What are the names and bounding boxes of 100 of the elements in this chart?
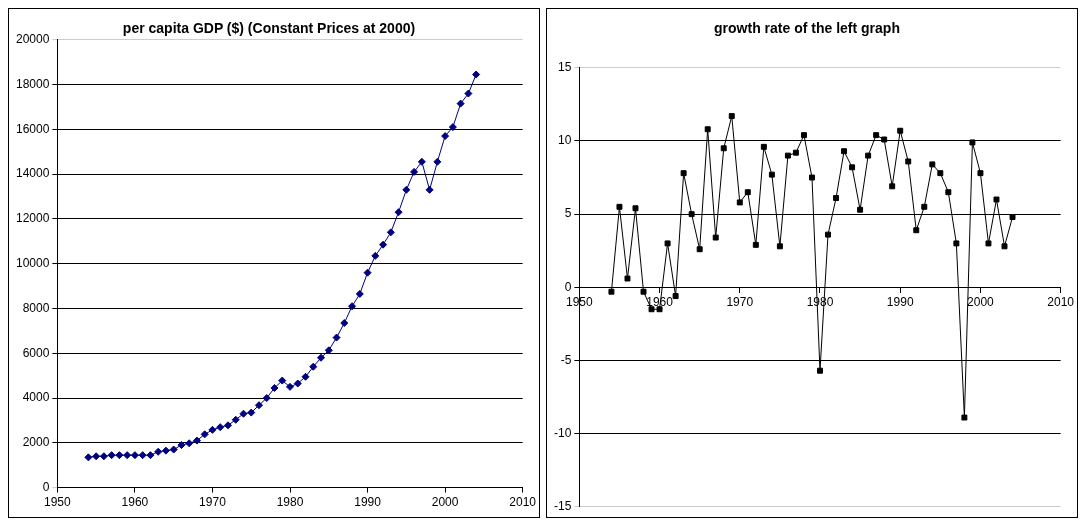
point — [809, 174, 815, 181]
y-tick-label: 16000 — [15, 121, 50, 136]
point — [921, 203, 928, 210]
point — [1009, 214, 1016, 221]
point — [363, 268, 372, 277]
x-tick-label: 2000 — [431, 495, 459, 510]
point — [608, 288, 615, 295]
point — [616, 203, 623, 210]
point — [247, 408, 256, 417]
point — [386, 228, 395, 237]
point — [833, 195, 840, 202]
y-tick-label: 8000 — [22, 300, 50, 315]
point — [728, 113, 735, 120]
point — [792, 149, 799, 156]
point — [239, 409, 248, 418]
y-tick-label: 4000 — [22, 390, 50, 405]
x-tick-label: 1990 — [354, 495, 382, 510]
point — [800, 132, 807, 139]
point — [425, 185, 434, 194]
y-tick-label: 2000 — [22, 435, 50, 450]
point — [216, 423, 225, 432]
point — [161, 446, 170, 455]
y-tick-label: 0 — [564, 279, 572, 294]
point — [825, 231, 831, 238]
x-tick-label: 1960 — [121, 495, 149, 510]
point — [332, 333, 341, 342]
point — [262, 394, 271, 403]
chart-title: growth rate of the left graph — [714, 20, 900, 37]
point — [138, 451, 147, 460]
y-tick-label: 6000 — [22, 345, 50, 360]
point — [293, 379, 302, 388]
x-tick-label: 1980 — [276, 495, 304, 510]
point — [309, 362, 318, 371]
point — [231, 415, 240, 424]
y-tick-label: 18000 — [15, 76, 50, 91]
point — [301, 372, 310, 381]
point — [456, 99, 465, 108]
point — [254, 401, 263, 410]
point — [324, 346, 333, 355]
y-tick-label: 5 — [564, 206, 572, 221]
y-tick-label: 10 — [557, 133, 572, 148]
point — [937, 170, 944, 177]
point — [664, 240, 671, 247]
point — [841, 148, 848, 155]
point — [744, 189, 751, 196]
point — [897, 127, 904, 134]
x-tick-label: 2010 — [509, 495, 537, 510]
point — [961, 414, 968, 421]
point — [881, 136, 888, 143]
y-tick-label: -5 — [560, 352, 572, 367]
point — [817, 367, 823, 374]
y-tick-label: -15 — [554, 499, 572, 514]
point — [873, 132, 880, 139]
point — [185, 439, 194, 448]
point — [348, 302, 357, 311]
x-tick-label: 1990 — [886, 294, 914, 309]
point — [688, 211, 695, 218]
point — [849, 164, 856, 171]
point — [402, 185, 411, 194]
y-tick-label: -10 — [554, 425, 572, 440]
x-tick-label: 1970 — [199, 495, 227, 510]
point — [130, 451, 139, 460]
point — [704, 126, 711, 133]
point — [99, 452, 108, 461]
point — [107, 451, 116, 460]
point — [286, 382, 295, 391]
point — [993, 196, 1000, 203]
point — [752, 241, 759, 248]
point — [177, 441, 186, 450]
point — [977, 170, 984, 177]
point — [169, 445, 178, 454]
point — [905, 158, 912, 165]
point — [441, 132, 450, 141]
point — [223, 421, 232, 430]
point — [696, 246, 703, 253]
point — [192, 436, 201, 445]
point — [768, 171, 775, 178]
point — [92, 452, 101, 461]
point — [417, 157, 426, 166]
point — [464, 89, 473, 98]
point — [784, 152, 791, 159]
x-tick-label: 1950 — [44, 495, 72, 510]
point — [865, 152, 872, 159]
point — [720, 145, 727, 152]
point — [985, 240, 992, 247]
point — [472, 70, 481, 79]
point — [969, 139, 976, 146]
point — [760, 143, 767, 150]
point — [200, 430, 209, 439]
point — [394, 208, 403, 217]
chart-title: per capita GDP ($) (Constant Prices at 2000) — [122, 20, 416, 37]
point — [115, 451, 124, 460]
y-tick-label: 15 — [557, 60, 572, 75]
point — [84, 453, 93, 462]
point — [857, 206, 864, 213]
point — [154, 447, 163, 456]
y-tick-label: 0 — [42, 479, 50, 494]
point — [624, 275, 631, 282]
point — [278, 376, 287, 385]
point — [680, 170, 687, 177]
